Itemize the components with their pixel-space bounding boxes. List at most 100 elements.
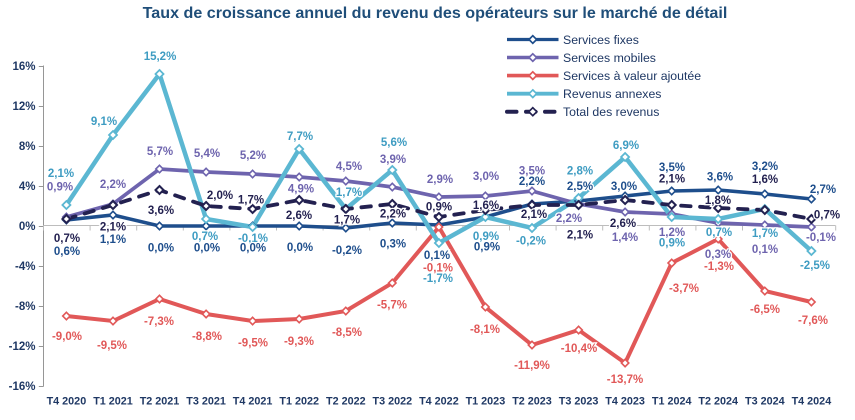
svg-text:0,7%: 0,7%: [814, 210, 840, 222]
svg-text:2,2%: 2,2%: [556, 213, 582, 225]
svg-text:T1 2022: T1 2022: [279, 396, 319, 408]
svg-text:0,7%: 0,7%: [706, 227, 732, 239]
svg-text:1,6%: 1,6%: [752, 174, 778, 186]
svg-text:5,7%: 5,7%: [147, 146, 173, 158]
svg-text:-1,3%: -1,3%: [704, 261, 734, 273]
svg-text:2,1%: 2,1%: [48, 168, 74, 180]
svg-text:0,0%: 0,0%: [240, 243, 266, 255]
svg-text:T4 2020: T4 2020: [47, 396, 87, 408]
svg-text:0,1%: 0,1%: [752, 244, 778, 256]
svg-text:9,1%: 9,1%: [91, 116, 117, 128]
svg-text:T4 2023: T4 2023: [605, 396, 645, 408]
svg-text:T3 2021: T3 2021: [186, 396, 226, 408]
svg-text:T2 2022: T2 2022: [326, 396, 366, 408]
svg-text:1,7%: 1,7%: [336, 187, 362, 199]
svg-text:3,9%: 3,9%: [380, 154, 406, 166]
svg-text:T4 2024: T4 2024: [792, 396, 832, 408]
svg-text:3,0%: 3,0%: [473, 171, 499, 183]
svg-text:4,9%: 4,9%: [288, 184, 314, 196]
svg-text:-0,2%: -0,2%: [332, 245, 362, 257]
svg-text:0,6%: 0,6%: [54, 246, 80, 258]
svg-text:-2,5%: -2,5%: [800, 260, 830, 272]
svg-text:0,3%: 0,3%: [380, 239, 406, 251]
svg-text:1,7%: 1,7%: [334, 215, 360, 227]
svg-text:2,1%: 2,1%: [100, 222, 126, 234]
svg-text:2,9%: 2,9%: [427, 174, 453, 186]
svg-text:0,0%: 0,0%: [148, 243, 174, 255]
svg-text:-9,5%: -9,5%: [97, 340, 127, 352]
svg-text:5,2%: 5,2%: [240, 150, 266, 162]
svg-text:2,2%: 2,2%: [519, 176, 545, 188]
svg-text:-9,0%: -9,0%: [52, 331, 82, 343]
svg-text:5,4%: 5,4%: [194, 148, 220, 160]
svg-text:-0,1%: -0,1%: [806, 232, 836, 244]
svg-text:2,8%: 2,8%: [567, 166, 593, 178]
svg-text:0,7%: 0,7%: [192, 231, 218, 243]
svg-text:T1 2023: T1 2023: [466, 396, 506, 408]
svg-text:8%: 8%: [19, 141, 36, 153]
svg-text:0%: 0%: [19, 221, 36, 233]
svg-text:T3 2024: T3 2024: [745, 396, 785, 408]
svg-text:Services fixes: Services fixes: [563, 33, 639, 47]
svg-text:3,5%: 3,5%: [659, 162, 685, 174]
svg-text:3,6%: 3,6%: [707, 172, 733, 184]
svg-text:T1 2021: T1 2021: [93, 396, 133, 408]
svg-text:0,9%: 0,9%: [473, 231, 499, 243]
svg-text:T2 2023: T2 2023: [512, 396, 552, 408]
svg-text:Revenus annexes: Revenus annexes: [563, 87, 661, 101]
svg-text:T1 2024: T1 2024: [652, 396, 692, 408]
svg-text:0,0%: 0,0%: [194, 243, 220, 255]
svg-text:2,5%: 2,5%: [567, 181, 593, 193]
svg-text:Total des revenus: Total des revenus: [563, 105, 659, 119]
svg-text:16%: 16%: [12, 61, 35, 73]
svg-text:7,7%: 7,7%: [287, 131, 313, 143]
svg-text:2,2%: 2,2%: [100, 179, 126, 191]
svg-text:0,9%: 0,9%: [426, 202, 452, 214]
svg-text:2,1%: 2,1%: [659, 174, 685, 186]
svg-text:T4 2021: T4 2021: [233, 396, 273, 408]
svg-text:15,2%: 15,2%: [144, 51, 177, 63]
svg-text:2,6%: 2,6%: [610, 218, 636, 230]
svg-text:1,2%: 1,2%: [659, 227, 685, 239]
svg-text:-16%: -16%: [9, 381, 36, 393]
svg-text:5,6%: 5,6%: [381, 137, 407, 149]
svg-text:2,1%: 2,1%: [567, 230, 593, 242]
svg-text:0,1%: 0,1%: [424, 250, 450, 262]
svg-text:-5,7%: -5,7%: [377, 300, 407, 312]
svg-text:-6,5%: -6,5%: [750, 304, 780, 316]
svg-text:4%: 4%: [19, 181, 36, 193]
svg-text:4,5%: 4,5%: [336, 161, 362, 173]
svg-text:3,6%: 3,6%: [148, 205, 174, 217]
svg-text:-8,1%: -8,1%: [470, 324, 500, 336]
svg-text:6,9%: 6,9%: [613, 140, 639, 152]
svg-text:12%: 12%: [12, 101, 35, 113]
svg-text:2,7%: 2,7%: [810, 184, 836, 196]
svg-text:T3 2023: T3 2023: [559, 396, 599, 408]
svg-text:0,0%: 0,0%: [287, 242, 313, 254]
svg-text:1,7%: 1,7%: [238, 195, 264, 207]
svg-text:0,9%: 0,9%: [659, 238, 685, 250]
svg-text:-7,3%: -7,3%: [144, 316, 174, 328]
svg-text:-1,7%: -1,7%: [423, 273, 453, 285]
svg-text:-0,2%: -0,2%: [516, 236, 546, 248]
svg-text:2,1%: 2,1%: [521, 209, 547, 221]
svg-text:1,1%: 1,1%: [100, 234, 126, 246]
svg-text:1,6%: 1,6%: [473, 200, 499, 212]
svg-text:0,9%: 0,9%: [47, 182, 73, 194]
svg-text:1,8%: 1,8%: [705, 195, 731, 207]
svg-text:-12%: -12%: [9, 341, 36, 353]
svg-text:-10,4%: -10,4%: [561, 343, 597, 355]
svg-text:0,3%: 0,3%: [705, 249, 731, 261]
svg-text:-0,1%: -0,1%: [423, 263, 453, 275]
svg-text:T2 2021: T2 2021: [140, 396, 180, 408]
svg-text:3,5%: 3,5%: [519, 166, 545, 178]
svg-text:-4%: -4%: [15, 261, 35, 273]
svg-text:Services mobiles: Services mobiles: [563, 51, 656, 65]
svg-text:1,7%: 1,7%: [752, 228, 778, 240]
svg-text:-9,5%: -9,5%: [238, 338, 268, 350]
svg-text:T2 2024: T2 2024: [698, 396, 738, 408]
svg-text:T3 2022: T3 2022: [372, 396, 412, 408]
svg-text:-11,9%: -11,9%: [514, 360, 550, 372]
svg-text:2,0%: 2,0%: [207, 190, 233, 202]
svg-text:0,7%: 0,7%: [54, 233, 80, 245]
